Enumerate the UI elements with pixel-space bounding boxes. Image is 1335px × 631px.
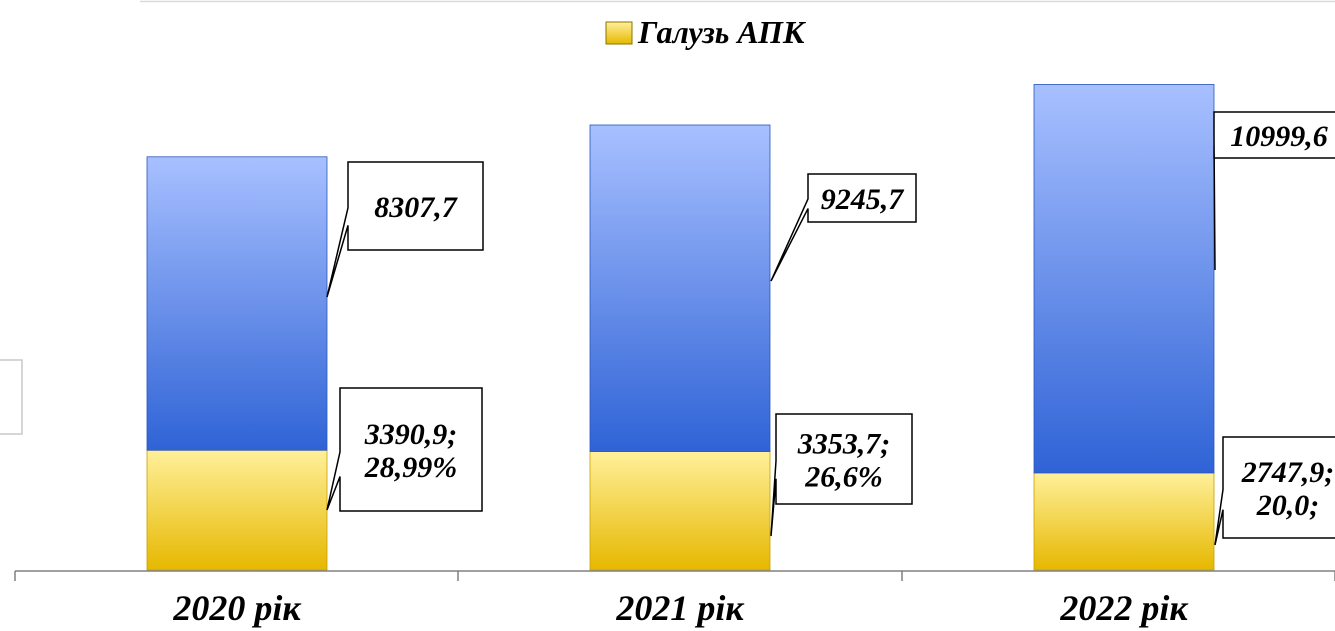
clipped-box: [0, 359, 23, 435]
bar-segment-other: [146, 156, 328, 451]
x-axis-ticks: [14, 571, 1335, 581]
data-labels: 3390,9;28,99% 8307,7 3353,7;26,6% 9245,7 274…: [326, 111, 1335, 546]
bar-segment-apk: [1033, 472, 1215, 571]
callout-box: [770, 413, 913, 537]
bar-segment-apk: [589, 451, 771, 571]
data-label-apk: 3353,7;: [797, 428, 891, 461]
data-label-other: 9245,7: [821, 183, 905, 216]
bar-segment-other: [1033, 84, 1215, 474]
bar-segment-apk: [146, 449, 328, 571]
legend-label: Галузь АПК: [637, 14, 807, 50]
data-label-apk: 20,0;: [1256, 489, 1320, 522]
data-label-other: 10999,6: [1230, 120, 1328, 153]
bar-segment-other: [589, 124, 771, 452]
data-label-other: 8307,7: [374, 191, 458, 224]
data-label-apk: 3390,9;: [364, 418, 458, 451]
callout-box: [770, 173, 917, 282]
callout-box: [1214, 436, 1335, 546]
callout-box: [1213, 111, 1335, 271]
data-label-apk: 2747,9;: [1241, 456, 1335, 489]
x-tick-label: 2020 рік: [172, 588, 301, 628]
x-axis-labels: 2020 рік 2021 рік 2022 рік: [172, 588, 1188, 628]
data-label-apk: 28,99%: [364, 451, 458, 484]
legend: Галузь АПК: [605, 14, 807, 50]
legend-swatch: [605, 21, 633, 45]
data-label-apk: 26,6%: [804, 461, 883, 494]
callout-box: [326, 161, 484, 298]
bars: [146, 84, 1215, 571]
x-tick-label: 2022 рік: [1059, 588, 1188, 628]
callout-box: [326, 387, 483, 512]
x-tick-label: 2021 рік: [615, 588, 744, 628]
